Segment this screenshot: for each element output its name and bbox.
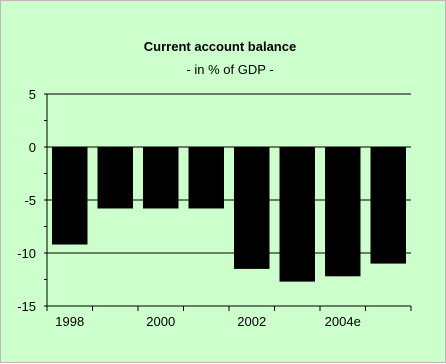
y-tick-label: -15 bbox=[17, 299, 36, 314]
x-tick-label: 2004e bbox=[325, 314, 361, 329]
y-tick-label: 0 bbox=[29, 140, 36, 155]
y-tick-label: -10 bbox=[17, 246, 36, 261]
chart-subtitle: - in % of GDP - bbox=[186, 62, 273, 77]
bar-2002 bbox=[234, 147, 270, 269]
bars bbox=[52, 147, 406, 282]
bar-2000 bbox=[143, 147, 179, 209]
y-tick-label: 5 bbox=[29, 87, 36, 102]
bar-1999 bbox=[97, 147, 133, 209]
bar-2003 bbox=[279, 147, 315, 282]
bar-2005 bbox=[370, 147, 406, 264]
bar-2001 bbox=[188, 147, 224, 209]
bar-2004e bbox=[325, 147, 361, 277]
chart-title: Current account balance bbox=[144, 39, 296, 54]
y-tick-label: -5 bbox=[24, 193, 36, 208]
bar-1998 bbox=[52, 147, 88, 245]
x-tick-label: 1998 bbox=[55, 314, 84, 329]
x-tick-labels: 1998 2000 2002 2004e bbox=[55, 314, 361, 329]
axes bbox=[44, 93, 412, 311]
y-tick-labels: 5 0 -5 -10 -15 bbox=[17, 87, 36, 314]
x-tick-label: 2002 bbox=[237, 314, 266, 329]
x-tick-label: 2000 bbox=[146, 314, 175, 329]
